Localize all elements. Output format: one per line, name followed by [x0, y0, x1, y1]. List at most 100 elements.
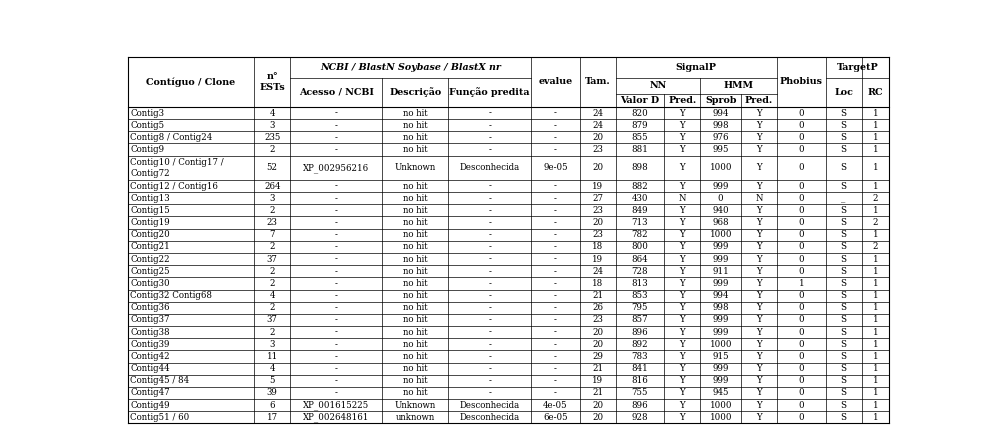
Text: -: - — [335, 242, 337, 252]
Text: 1: 1 — [873, 206, 878, 215]
Text: -: - — [335, 255, 337, 264]
Text: Contig21: Contig21 — [130, 242, 170, 252]
Text: 24: 24 — [592, 121, 603, 130]
Text: 1: 1 — [873, 267, 878, 276]
Text: 795: 795 — [632, 303, 648, 312]
Text: -: - — [554, 255, 557, 264]
Text: -: - — [488, 388, 491, 397]
Text: Desconhecida: Desconhecida — [459, 163, 520, 172]
Text: -: - — [488, 109, 491, 117]
Text: -: - — [554, 109, 557, 117]
Text: Y: Y — [756, 181, 762, 191]
Text: 9e-05: 9e-05 — [543, 163, 567, 172]
Text: -: - — [335, 133, 337, 142]
Text: -: - — [554, 340, 557, 349]
Text: Y: Y — [756, 328, 762, 336]
Text: 1000: 1000 — [709, 230, 732, 239]
Text: Y: Y — [756, 218, 762, 227]
Text: Y: Y — [680, 328, 685, 336]
Text: Contig32 Contig68: Contig32 Contig68 — [130, 291, 212, 300]
Text: 800: 800 — [632, 242, 649, 252]
Text: 1: 1 — [873, 352, 878, 361]
Text: S: S — [840, 218, 847, 227]
Text: -: - — [335, 352, 337, 361]
Text: 1: 1 — [873, 303, 878, 312]
Text: Y: Y — [756, 133, 762, 142]
Text: Y: Y — [756, 255, 762, 264]
Text: S: S — [840, 328, 847, 336]
Text: -: - — [488, 279, 491, 288]
Text: -: - — [488, 181, 491, 191]
Text: 21: 21 — [592, 388, 603, 397]
Text: Tam.: Tam. — [585, 78, 610, 87]
Text: 1: 1 — [799, 279, 805, 288]
Text: Contig51 / 60: Contig51 / 60 — [130, 413, 189, 422]
Text: 999: 999 — [712, 376, 729, 385]
Text: Y: Y — [756, 413, 762, 422]
Text: Y: Y — [756, 145, 762, 154]
Text: Contig25: Contig25 — [130, 267, 170, 276]
Text: S: S — [840, 352, 847, 361]
Text: -: - — [488, 352, 491, 361]
Text: 911: 911 — [712, 267, 729, 276]
Text: no hit: no hit — [403, 218, 428, 227]
Text: Y: Y — [680, 291, 685, 300]
Text: 7: 7 — [270, 230, 275, 239]
Text: 26: 26 — [592, 303, 603, 312]
Text: -: - — [335, 230, 337, 239]
Text: Y: Y — [680, 352, 685, 361]
Text: 20: 20 — [592, 218, 603, 227]
Text: 1: 1 — [873, 291, 878, 300]
Text: 52: 52 — [267, 163, 278, 172]
Text: 998: 998 — [712, 303, 729, 312]
Text: Y: Y — [756, 388, 762, 397]
Text: 0: 0 — [799, 328, 805, 336]
Text: 0: 0 — [799, 242, 805, 252]
Text: XP_002956216: XP_002956216 — [304, 163, 369, 173]
Text: Y: Y — [756, 230, 762, 239]
Text: 23: 23 — [592, 315, 603, 324]
Text: 37: 37 — [267, 255, 278, 264]
Text: 20: 20 — [592, 163, 603, 172]
Text: Y: Y — [680, 279, 685, 288]
Text: 976: 976 — [712, 133, 729, 142]
Text: Y: Y — [756, 109, 762, 117]
Text: 1: 1 — [873, 133, 878, 142]
Text: no hit: no hit — [403, 328, 428, 336]
Text: -: - — [554, 376, 557, 385]
Text: Acesso / NCBI: Acesso / NCBI — [299, 88, 374, 97]
Text: -: - — [488, 206, 491, 215]
Text: 20: 20 — [592, 401, 603, 410]
Text: 19: 19 — [592, 376, 603, 385]
Text: -: - — [488, 218, 491, 227]
Text: 995: 995 — [712, 145, 729, 154]
Text: 0: 0 — [799, 388, 805, 397]
Text: no hit: no hit — [403, 121, 428, 130]
Text: 4: 4 — [270, 109, 275, 117]
Text: Y: Y — [756, 267, 762, 276]
Text: -: - — [335, 267, 337, 276]
Text: XP_002648161: XP_002648161 — [304, 413, 369, 422]
Text: -: - — [554, 194, 557, 203]
Text: unknown: unknown — [396, 413, 434, 422]
Text: no hit: no hit — [403, 340, 428, 349]
Text: -: - — [488, 303, 491, 312]
Text: no hit: no hit — [403, 206, 428, 215]
Text: -: - — [335, 218, 337, 227]
Text: Valor D: Valor D — [620, 96, 660, 105]
Text: 20: 20 — [592, 133, 603, 142]
Text: no hit: no hit — [403, 230, 428, 239]
Text: 18: 18 — [592, 242, 603, 252]
Text: -: - — [335, 303, 337, 312]
Text: 1: 1 — [873, 340, 878, 349]
Text: 882: 882 — [632, 181, 649, 191]
Text: 841: 841 — [632, 364, 649, 373]
Text: -: - — [554, 303, 557, 312]
Text: -: - — [488, 230, 491, 239]
Text: 999: 999 — [712, 279, 729, 288]
Text: S: S — [840, 121, 847, 130]
Text: -: - — [554, 328, 557, 336]
Text: 928: 928 — [632, 413, 648, 422]
Text: Y: Y — [756, 340, 762, 349]
Text: Pred.: Pred. — [745, 96, 773, 105]
